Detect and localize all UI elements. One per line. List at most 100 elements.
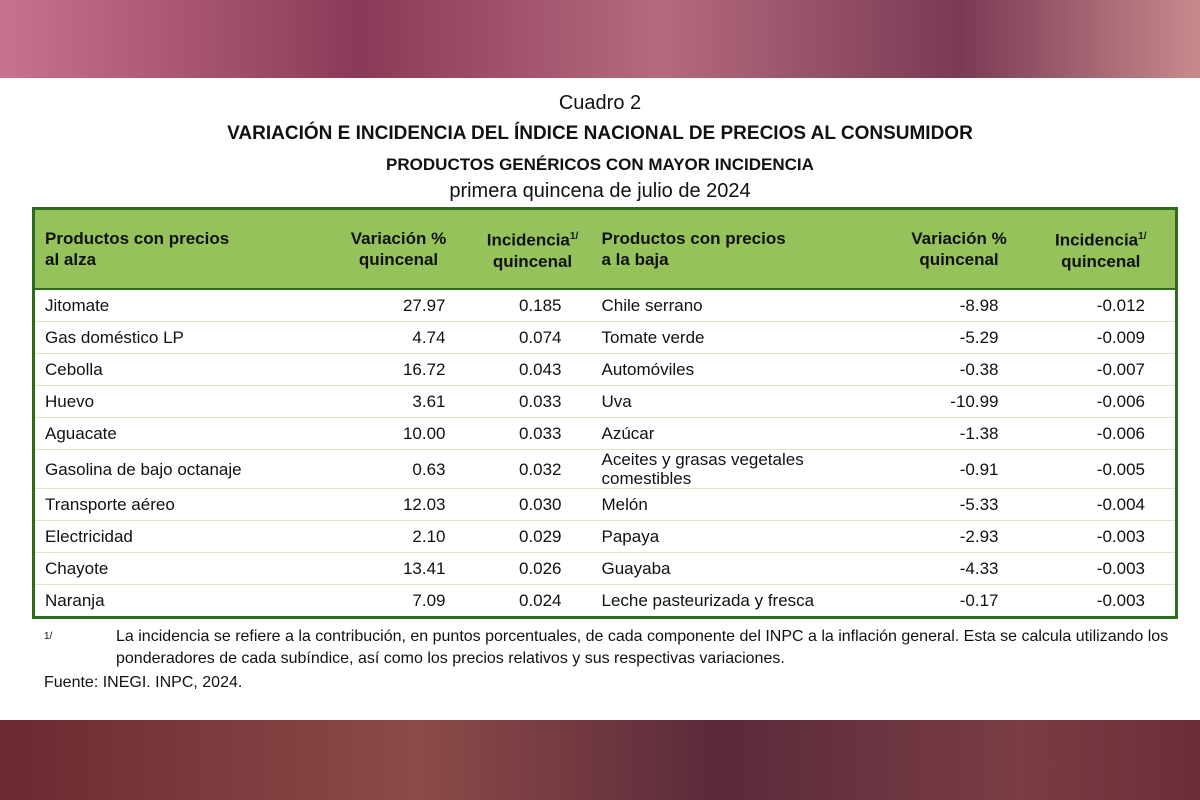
table-row: Huevo 3.61 0.033 Uva -10.99 -0.006 [33,385,1177,418]
product-cell: Aceites y grasas vegetales comestibles [591,449,892,489]
header-line: Productos con precios [45,229,230,248]
header-line: Variación % [911,229,1007,248]
header-note: 1/ [1138,231,1147,243]
value-cell: -2.93 [891,520,1027,553]
subtitle: PRODUCTOS GENÉRICOS CON MAYOR INCIDENCIA [386,155,814,174]
value-cell: 13.41 [323,552,474,585]
value-cell: 0.043 [473,353,592,386]
product-cell: Huevo [33,385,324,418]
value-cell: 0.026 [473,552,592,585]
header-line: quincenal [358,250,439,269]
value-cell: 0.033 [473,385,592,418]
product-cell: Uva [591,385,892,418]
table-body: Jitomate 27.97 0.185 Chile serrano -8.98 -0.0… [33,289,1177,618]
product-cell: Transporte aéreo [33,488,324,521]
table-row: Transporte aéreo 12.03 0.030 Melón -5.33 -0.0… [33,488,1177,521]
header-line: Incidencia [1055,230,1139,250]
header-line: a la baja [601,250,669,269]
product-cell: Automóviles [591,353,892,386]
value-cell: 7.09 [323,584,474,618]
data-table: Productos con precios al alza Variación % q… [32,207,1178,619]
value-cell: 0.63 [323,449,474,489]
header-line: Incidencia [486,230,570,250]
product-cell: Guayaba [591,552,892,585]
footnote-text: La incidencia se refiere a la contribuci… [116,628,1169,667]
value-cell: 0.033 [473,417,592,450]
table-row: Chayote 13.41 0.026 Guayaba -4.33 -0.003 [33,552,1177,585]
header-line: al alza [45,250,97,269]
value-cell: -0.012 [1026,289,1177,322]
product-cell: Jitomate [33,289,324,322]
header-line: Productos con precios [601,229,786,248]
source: Fuente: INEGI. INPC, 2024. [44,674,243,691]
value-cell: 0.024 [473,584,592,618]
value-cell: -0.17 [891,584,1027,618]
value-cell: 0.032 [473,449,592,489]
product-cell: Cebolla [33,353,324,386]
value-cell: -0.005 [1026,449,1177,489]
product-cell: Aguacate [33,417,324,450]
table-row: Aguacate 10.00 0.033 Azúcar -1.38 -0.006 [33,417,1177,450]
header-line: quincenal [1061,251,1141,271]
value-cell: 2.10 [323,520,474,553]
period: primera quincena de julio de 2024 [449,180,751,202]
table-row: Gasolina de bajo octanaje 0.63 0.032 Aceite… [33,449,1177,489]
background-bottom [0,720,1200,800]
value-cell: 3.61 [323,385,474,418]
value-cell: -5.29 [891,321,1027,354]
value-cell: 0.029 [473,520,592,553]
product-cell: Electricidad [33,520,324,553]
value-cell: -5.33 [891,488,1027,521]
value-cell: -1.38 [891,417,1027,450]
product-cell: Gasolina de bajo octanaje [33,449,324,489]
column-header: Incidencia1/quincenal [473,208,592,290]
caption: Cuadro 2 [558,92,642,114]
title: VARIACIÓN E INCIDENCIA DEL ÍNDICE NACION… [227,123,973,144]
value-cell: -4.33 [891,552,1027,585]
value-cell: 16.72 [323,353,474,386]
product-cell: Azúcar [591,417,892,450]
notes: 1/ La incidencia se refiere a la contrib… [44,626,1174,694]
column-header: Variación % quincenal [323,208,474,290]
column-header: Productos con precios al alza [33,208,324,290]
footnote: 1/ La incidencia se refiere a la contrib… [44,626,1174,670]
product-cell: Chayote [33,552,324,585]
header-row: Productos con precios al alza Variación % q… [33,208,1177,290]
value-cell: 10.00 [323,417,474,450]
value-cell: -0.007 [1026,353,1177,386]
value-cell: -0.38 [891,353,1027,386]
table-row: Naranja 7.09 0.024 Leche pasteurizada y fre… [33,584,1177,618]
product-cell: Papaya [591,520,892,553]
product-cell: Gas doméstico LP [33,321,324,354]
table-row: Cebolla 16.72 0.043 Automóviles -0.38 -0.007 [33,353,1177,386]
value-cell: -0.006 [1026,417,1177,450]
value-cell: 0.030 [473,488,592,521]
value-cell: -0.004 [1026,488,1177,521]
column-header: Variación % quincenal [891,208,1027,290]
background-top [0,0,1200,78]
footnote-mark: 1/ [44,631,53,642]
product-cell: Leche pasteurizada y fresca [591,584,892,618]
header-line: quincenal [919,250,999,269]
product-cell: Tomate verde [591,321,892,354]
value-cell: 0.074 [473,321,592,354]
value-cell: -0.006 [1026,385,1177,418]
table-row: Electricidad 2.10 0.029 Papaya -2.93 -0.003 [33,520,1177,553]
value-cell: -0.003 [1026,552,1177,585]
value-cell: -10.99 [891,385,1027,418]
header-line: quincenal [492,251,573,271]
value-cell: -0.91 [891,449,1027,489]
header-note: 1/ [569,231,579,243]
value-cell: 4.74 [323,321,474,354]
product-cell: Melón [591,488,892,521]
value-cell: -0.003 [1026,584,1177,618]
column-header: Productos con precios a la baja [591,208,892,290]
product-cell: Naranja [33,584,324,618]
header-line: Variación % [350,229,447,248]
table-row: Gas doméstico LP 4.74 0.074 Tomate verde -5.… [33,321,1177,354]
table-row: Jitomate 27.97 0.185 Chile serrano -8.98 -0.0… [33,289,1177,322]
value-cell: -0.009 [1026,321,1177,354]
product-cell: Chile serrano [591,289,892,322]
value-cell: 27.97 [323,289,474,322]
